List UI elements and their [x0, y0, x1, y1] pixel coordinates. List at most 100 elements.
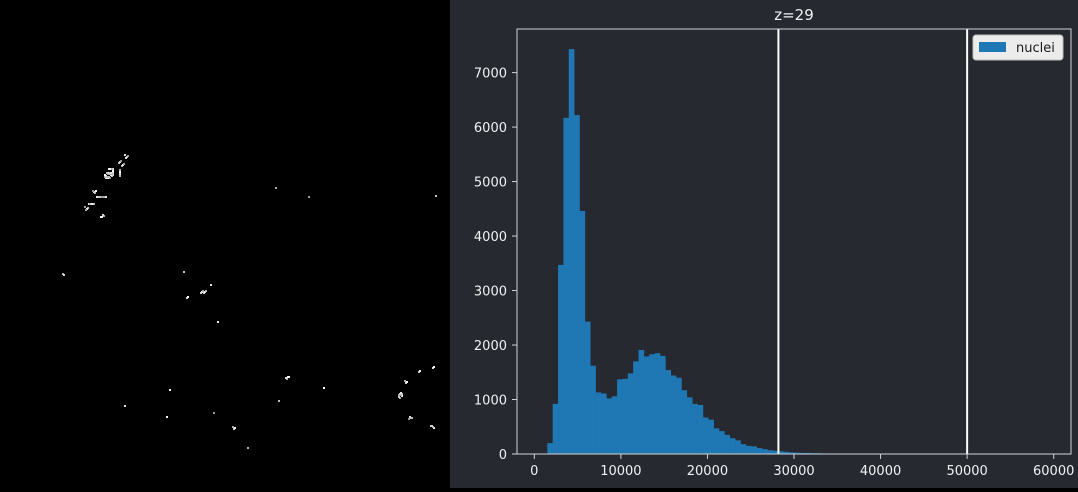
image-speck	[202, 290, 204, 292]
histogram-bar	[601, 394, 607, 454]
histogram-bar	[585, 322, 591, 454]
image-speck	[213, 412, 215, 414]
histogram-bar	[757, 448, 763, 454]
image-speck	[169, 389, 171, 391]
image-speck	[205, 290, 207, 292]
image-speck	[96, 196, 98, 198]
image-speck	[92, 190, 94, 192]
histogram-bar	[714, 428, 720, 454]
image-speck	[419, 370, 421, 372]
image-speck	[119, 173, 121, 175]
image-speck	[408, 418, 410, 420]
histogram-bar	[644, 356, 650, 454]
histogram-bar	[553, 404, 559, 454]
image-speck	[166, 416, 168, 418]
histogram-bar	[665, 370, 671, 454]
image-speck	[124, 405, 126, 407]
plot-frame	[517, 29, 1071, 454]
histogram-bar	[681, 390, 687, 454]
histogram-bar	[547, 443, 553, 454]
image-speck	[124, 154, 126, 156]
image-speck	[275, 187, 277, 189]
histogram-bar	[579, 211, 585, 454]
histogram-bar	[649, 354, 655, 454]
histogram-bar	[596, 392, 602, 454]
histogram-bar	[730, 438, 736, 454]
image-viewer-canvas[interactable]	[0, 0, 450, 488]
histogram-bar	[751, 446, 757, 454]
histogram-bar	[724, 435, 730, 454]
x-tick-label: 10000	[600, 464, 641, 479]
image-speck	[247, 447, 249, 449]
image-speck	[406, 381, 408, 383]
y-tick-label: 3000	[474, 285, 507, 300]
histogram-bar	[676, 378, 682, 454]
image-speck	[95, 190, 97, 192]
y-tick-label: 4000	[474, 230, 507, 245]
histogram-bar	[590, 366, 596, 454]
legend-label: nuclei	[1016, 41, 1055, 56]
histogram-bar	[617, 379, 623, 454]
image-speck	[63, 274, 65, 276]
x-tick-label: 0	[530, 464, 538, 479]
image-speck	[399, 393, 401, 395]
image-speck	[84, 206, 86, 208]
image-speck	[101, 216, 103, 218]
image-speck	[411, 417, 413, 419]
histogram-bar	[574, 115, 580, 454]
image-speck	[108, 172, 110, 174]
histogram-bar	[655, 353, 661, 454]
histogram-bar	[622, 379, 628, 454]
image-speck	[119, 169, 121, 171]
image-speck	[187, 296, 189, 298]
y-tick-label: 0	[499, 448, 507, 463]
image-speck	[102, 214, 104, 216]
image-speck	[108, 176, 110, 178]
histogram-bar	[708, 420, 714, 454]
histogram-bar	[612, 396, 618, 454]
legend-swatch	[979, 42, 1006, 52]
image-speck	[433, 366, 435, 368]
image-speck	[104, 174, 106, 176]
x-tick-label: 60000	[1033, 464, 1074, 479]
image-speck	[404, 380, 406, 382]
histogram-bar	[639, 350, 645, 454]
histogram-bar	[660, 356, 666, 454]
image-speck	[119, 171, 121, 173]
image-speck	[278, 400, 280, 402]
histogram-bar	[746, 446, 752, 454]
image-speck	[323, 387, 325, 389]
x-tick-label: 50000	[946, 464, 987, 479]
histogram-bar	[741, 444, 747, 454]
histogram-bar	[703, 417, 709, 454]
image-speck	[120, 160, 122, 162]
chart-legend[interactable]: nuclei	[973, 35, 1063, 60]
chart-title: z=29	[774, 6, 814, 24]
y-tick-label: 2000	[474, 339, 507, 354]
image-speck	[288, 376, 290, 378]
image-speck	[109, 168, 111, 170]
y-tick-label: 6000	[474, 121, 507, 136]
image-speck	[125, 157, 127, 159]
image-speck	[103, 196, 105, 198]
y-tick-label: 1000	[474, 394, 507, 409]
image-speck	[435, 195, 437, 197]
histogram-bar	[606, 398, 612, 454]
histogram-bar	[563, 118, 569, 454]
image-speck	[183, 271, 185, 273]
image-speck	[106, 172, 108, 174]
histogram-bar	[687, 397, 693, 454]
image-speck	[232, 426, 234, 428]
y-tick-label: 5000	[474, 176, 507, 191]
histogram-bar	[558, 265, 564, 454]
image-speck	[308, 196, 310, 198]
image-speck	[91, 203, 93, 205]
image-speck	[112, 170, 114, 172]
histogram-bar	[569, 49, 575, 454]
histogram-bar	[767, 450, 773, 454]
x-tick-label: 40000	[860, 464, 901, 479]
image-speck	[234, 427, 236, 429]
image-speck	[85, 209, 87, 211]
